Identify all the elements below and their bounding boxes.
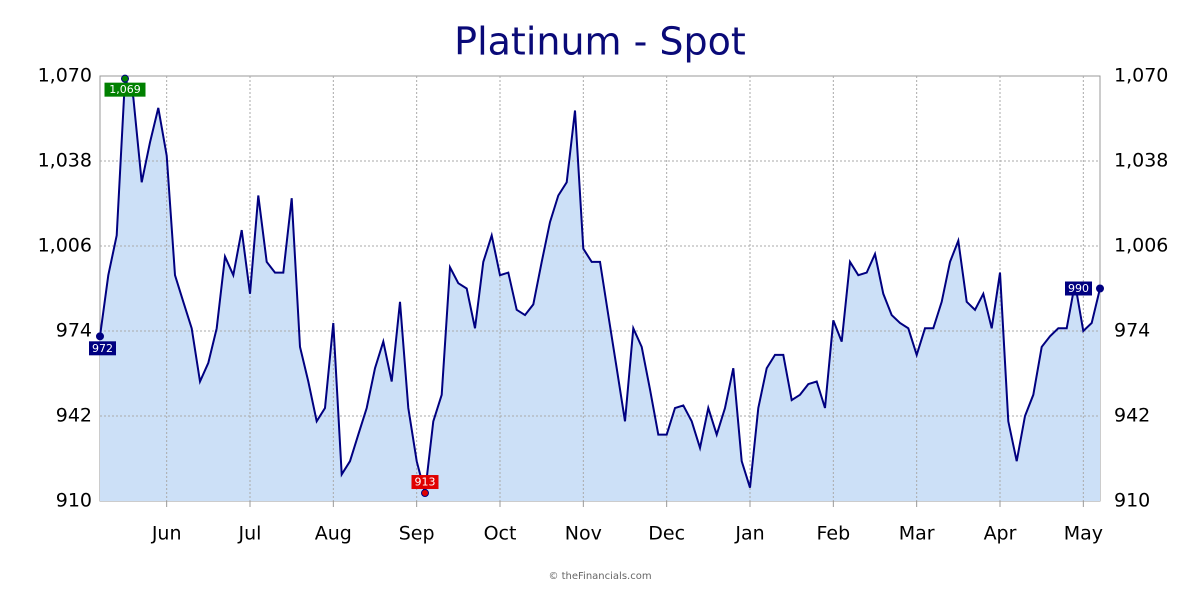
y-tick-label: 1,038: [38, 150, 92, 172]
area: [100, 78, 1100, 501]
y-tick-label-right: 910: [1114, 490, 1150, 512]
x-tick-label: Apr: [984, 523, 1017, 545]
y-tick-label: 1,070: [38, 65, 92, 87]
y-tick-label: 974: [56, 320, 92, 342]
y-tick-label-right: 1,038: [1114, 150, 1168, 172]
x-tick-label: Aug: [315, 523, 352, 545]
value-label: 990: [1068, 282, 1089, 295]
point-marker: [96, 332, 104, 341]
y-tick-label-right: 1,070: [1114, 65, 1168, 87]
y-tick-label-right: 1,006: [1114, 235, 1168, 257]
value-label-box: [1065, 281, 1092, 296]
x-tick-label: Oct: [484, 523, 517, 545]
value-label: 913: [415, 476, 436, 489]
point-marker: [1096, 284, 1104, 293]
x-tick-label: Jul: [238, 523, 262, 545]
y-tick-label: 1,006: [38, 235, 92, 257]
x-tick-label: Nov: [565, 523, 602, 545]
x-tick-label: Jun: [151, 523, 182, 545]
y-tick-label-right: 974: [1114, 320, 1150, 342]
y-tick-label-right: 942: [1114, 405, 1150, 427]
x-tick-label: Sep: [399, 523, 435, 545]
x-tick-label: Jan: [734, 523, 764, 545]
y-tick-label: 910: [56, 490, 92, 512]
value-label-box: [89, 341, 116, 356]
x-tick-label: May: [1064, 523, 1103, 545]
x-tick-label: Feb: [817, 523, 851, 545]
footer: © theFinancials.com: [548, 571, 651, 582]
chart-title: Platinum - Spot: [454, 20, 746, 64]
x-tick-label: Dec: [648, 523, 685, 545]
value-label-box: [411, 475, 439, 490]
x-tick-label: Mar: [899, 523, 935, 545]
point-marker: [421, 489, 429, 498]
value-label: 1,069: [109, 83, 141, 96]
value-label: 972: [92, 342, 113, 355]
y-tick-label: 942: [56, 405, 92, 427]
point-marker: [121, 74, 129, 83]
value-label-box: [104, 82, 146, 97]
line: [99, 78, 1101, 494]
